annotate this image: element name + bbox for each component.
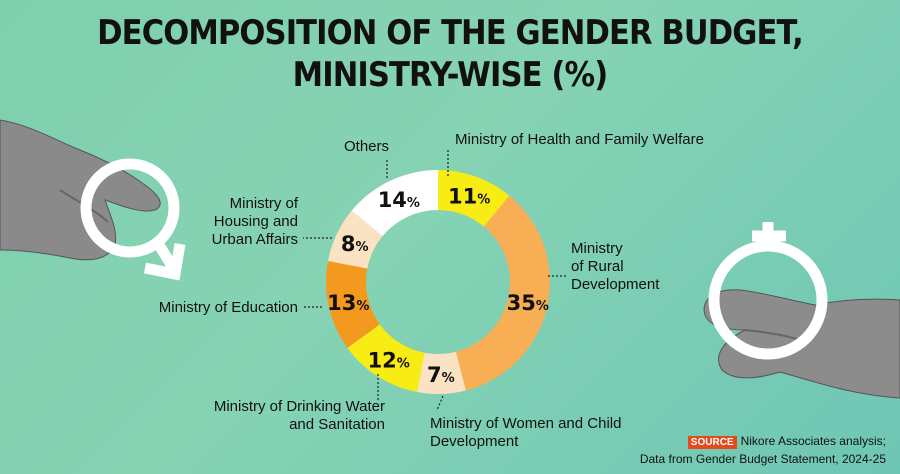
slice-value-label: 14%: [378, 188, 420, 212]
chart-title: DECOMPOSITION OF THE GENDER BUDGET, MINI…: [45, 12, 855, 96]
slice-value-label: 12%: [368, 349, 410, 373]
slice-category-label: Ministry of Health and Family Welfare: [455, 131, 704, 148]
donut-slice-2: [417, 351, 466, 394]
source-line-1: Nikore Associates analysis;: [740, 434, 886, 448]
slice-value-label: 11%: [448, 184, 490, 208]
slice-category-label: Ministry of Drinking Water and Sanitation: [214, 398, 385, 433]
slice-value-label: 7%: [427, 363, 455, 387]
slice-category-label: Ministry of Rural Development: [571, 240, 660, 293]
donut-slice-4: [326, 261, 380, 348]
slice-category-label: Others: [344, 138, 389, 155]
slice-category-label: Ministry of Housing and Urban Affairs: [212, 195, 299, 248]
female-symbol-hand-icon: [703, 222, 900, 399]
donut-slice-0: [438, 170, 510, 227]
slice-value-label: 13%: [327, 291, 369, 315]
source-note: SOURCE Nikore Associates analysis; Data f…: [640, 433, 886, 468]
male-symbol-hand-icon: [0, 119, 186, 281]
chart-title-line-1: DECOMPOSITION OF THE GENDER BUDGET,: [97, 13, 804, 53]
donut-slice-5: [327, 210, 383, 269]
slice-value-label: 8%: [341, 232, 369, 256]
donut-slice-1: [455, 195, 551, 391]
donut-slice-3: [347, 324, 425, 393]
slice-category-label: Ministry of Women and Child Development: [430, 415, 621, 450]
donut-slice-6: [351, 170, 438, 237]
leader-line: [436, 395, 444, 411]
slice-category-label: Ministry of Education: [159, 299, 298, 316]
slice-value-label: 35%: [507, 291, 549, 315]
source-line-2: Data from Gender Budget Statement, 2024-…: [639, 452, 886, 466]
source-tag: SOURCE: [687, 436, 737, 449]
chart-title-line-2: MINISTRY-WISE (%): [292, 55, 609, 95]
